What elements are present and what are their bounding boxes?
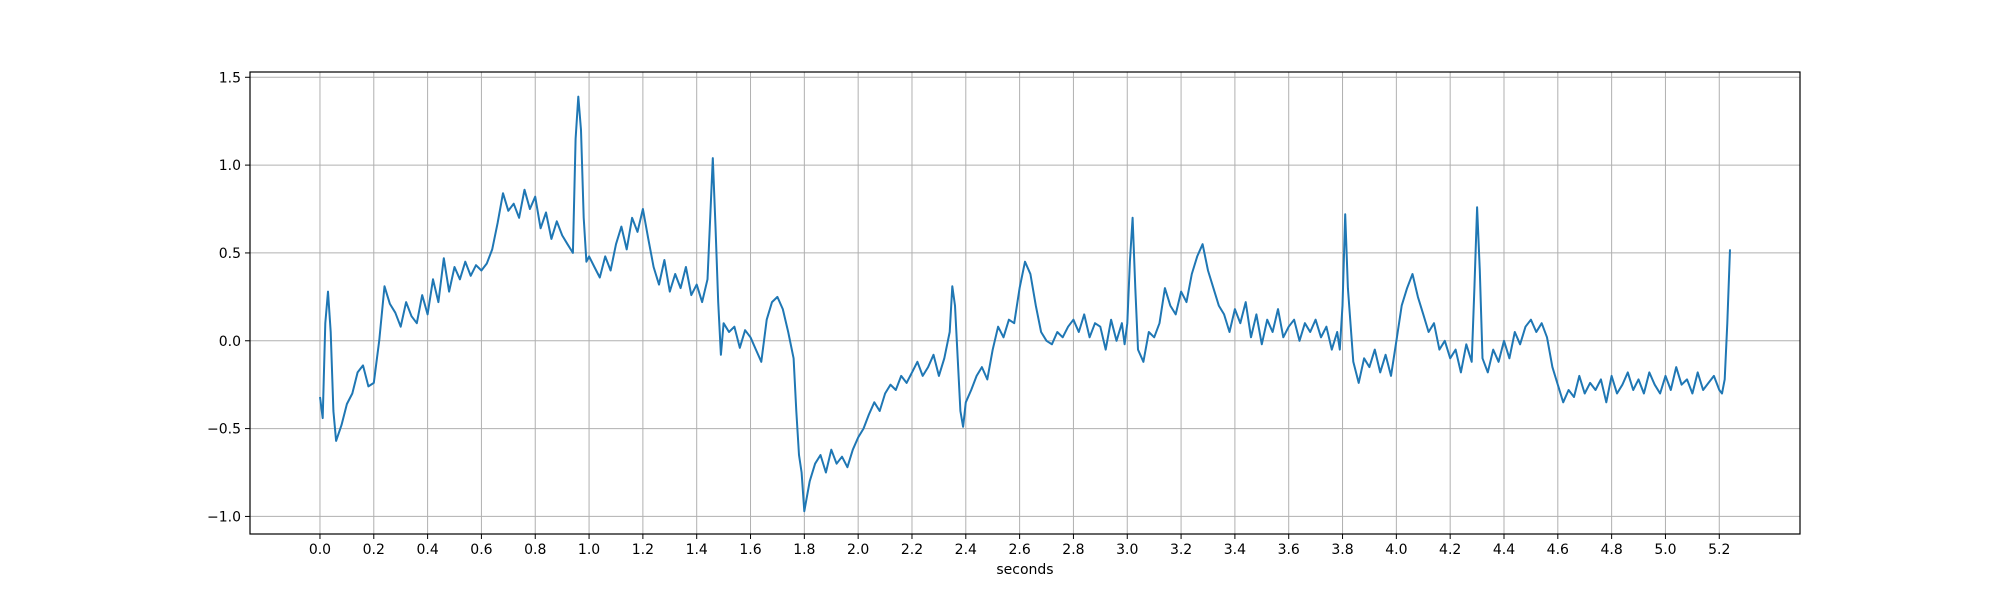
x-tick-label: 5.2 [1708,542,1730,558]
y-tick-label: 0.0 [219,334,241,350]
x-tick-label: 5.0 [1654,542,1676,558]
x-tick-label: 0.0 [309,542,331,558]
grid [250,72,1800,534]
series-line [319,95,1731,513]
x-tick-label: 2.0 [847,542,869,558]
x-tick-label: 0.8 [524,542,546,558]
x-tick-label: 3.6 [1278,542,1300,558]
x-tick-label: 4.2 [1439,542,1461,558]
x-tick-label: 0.2 [363,542,385,558]
x-tick-label: 3.0 [1116,542,1138,558]
y-tick-label: 1.5 [219,70,241,86]
x-tick-label: 3.8 [1331,542,1353,558]
x-tick-label: 1.6 [739,542,761,558]
x-tick-label: 4.0 [1385,542,1407,558]
series-layer [319,95,1731,513]
x-tick-label: 0.4 [416,542,438,558]
x-tick-label: 1.4 [686,542,708,558]
x-tick-label: 4.8 [1600,542,1622,558]
x-tick-label: 3.2 [1170,542,1192,558]
x-tick-label: 2.2 [901,542,923,558]
x-axis-label: seconds [996,562,1053,578]
x-tick-label: 4.6 [1547,542,1569,558]
y-tick-label: 0.5 [219,246,241,262]
x-tick-label: 4.4 [1493,542,1515,558]
x-tick-label: 0.6 [470,542,492,558]
axis-ticks: 0.0 0.2 0.4 0.6 0.8 1.0 1.2 1.4 1.6 1.8 2.0 2.2 2.4 2… [207,70,1730,558]
y-tick-label: 1.0 [219,158,241,174]
x-tick-label: 2.8 [1062,542,1084,558]
y-tick-label: −0.5 [207,422,241,438]
x-tick-label: 3.4 [1224,542,1246,558]
x-tick-label: 1.0 [578,542,600,558]
y-tick-label: −1.0 [207,509,241,525]
plot-frame [249,71,1801,535]
x-tick-label: 2.4 [955,542,977,558]
x-tick-label: 2.6 [1008,542,1030,558]
x-tick-label: 1.2 [632,542,654,558]
x-tick-label: 1.8 [793,542,815,558]
